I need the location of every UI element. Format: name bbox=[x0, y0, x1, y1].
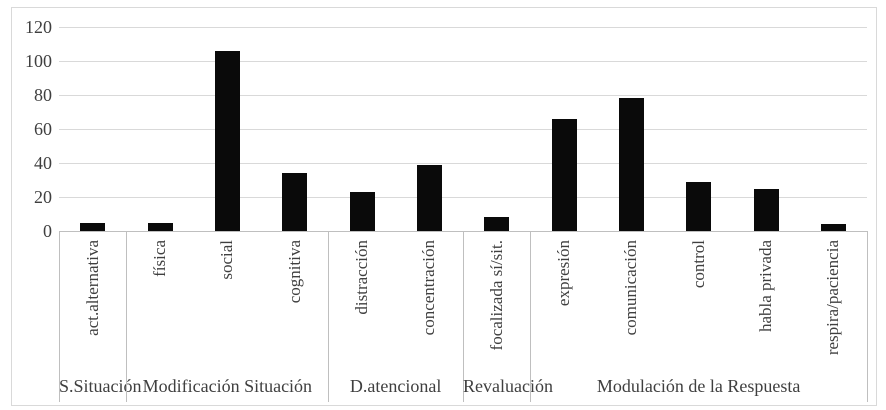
category-label-respira/paciencia: respira/paciencia bbox=[823, 240, 843, 356]
y-tick-label-60: 60 bbox=[34, 119, 52, 139]
chart-border bbox=[11, 7, 877, 406]
y-tick-label-80: 80 bbox=[34, 85, 52, 105]
bar-control bbox=[686, 181, 712, 231]
y-tick-label-0: 0 bbox=[43, 221, 52, 241]
category-label-act.alternativa: act.alternativa bbox=[82, 240, 102, 336]
group-divider-1 bbox=[126, 231, 128, 402]
category-label-concentración: concentración bbox=[419, 240, 439, 336]
group-label-2: D.atencional bbox=[349, 376, 442, 396]
group-label-3: Revaluación bbox=[463, 376, 553, 396]
category-label-comunicación: comunicación bbox=[621, 240, 641, 336]
bar-comunicación bbox=[618, 98, 644, 231]
category-label-distracción: distracción bbox=[352, 240, 371, 315]
group-divider-end bbox=[867, 231, 868, 402]
y-tick-label-120: 120 bbox=[25, 17, 52, 37]
bar-concentración bbox=[416, 164, 442, 231]
bar-focalizada sí/sit. bbox=[484, 217, 510, 231]
group-label-1: Modificación Situación bbox=[142, 376, 313, 396]
category-label-habla privada: habla privada bbox=[756, 240, 775, 333]
gridline-20 bbox=[59, 197, 867, 198]
category-label-expresión: expresión bbox=[554, 240, 573, 307]
gridline-40 bbox=[59, 163, 867, 164]
gridline-100 bbox=[59, 61, 867, 62]
category-label-social: social bbox=[217, 240, 237, 280]
y-tick-label-100: 100 bbox=[25, 51, 52, 71]
group-label-4: Modulación de la Respuesta bbox=[596, 376, 801, 396]
category-label-cognitiva: cognitiva bbox=[284, 240, 304, 304]
bar-distracción bbox=[349, 191, 375, 231]
plot-area bbox=[59, 27, 867, 231]
y-tick-label-40: 40 bbox=[34, 153, 52, 173]
category-label-focalizada sí/sit.: focalizada sí/sit. bbox=[486, 240, 506, 351]
gridline-80 bbox=[59, 95, 867, 96]
bar-respira/paciencia bbox=[820, 224, 846, 231]
bar-cognitiva bbox=[282, 173, 308, 231]
category-label-control: control bbox=[688, 240, 708, 289]
group-divider-3 bbox=[463, 231, 464, 402]
group-label-0: S.Situación bbox=[59, 376, 142, 396]
x-axis-line bbox=[59, 231, 867, 232]
category-label-física: física bbox=[150, 240, 169, 277]
y-tick-label-20: 20 bbox=[34, 187, 52, 207]
bar-social bbox=[214, 50, 240, 231]
group-divider-0 bbox=[59, 231, 60, 402]
bar-act.alternativa bbox=[80, 222, 106, 231]
bar-habla privada bbox=[753, 188, 779, 231]
bar-expresión bbox=[551, 118, 577, 231]
bar-física bbox=[147, 222, 173, 231]
gridline-120 bbox=[59, 27, 867, 28]
gridline-60 bbox=[59, 129, 867, 130]
group-divider-2 bbox=[328, 231, 330, 402]
group-divider-4 bbox=[530, 231, 532, 402]
